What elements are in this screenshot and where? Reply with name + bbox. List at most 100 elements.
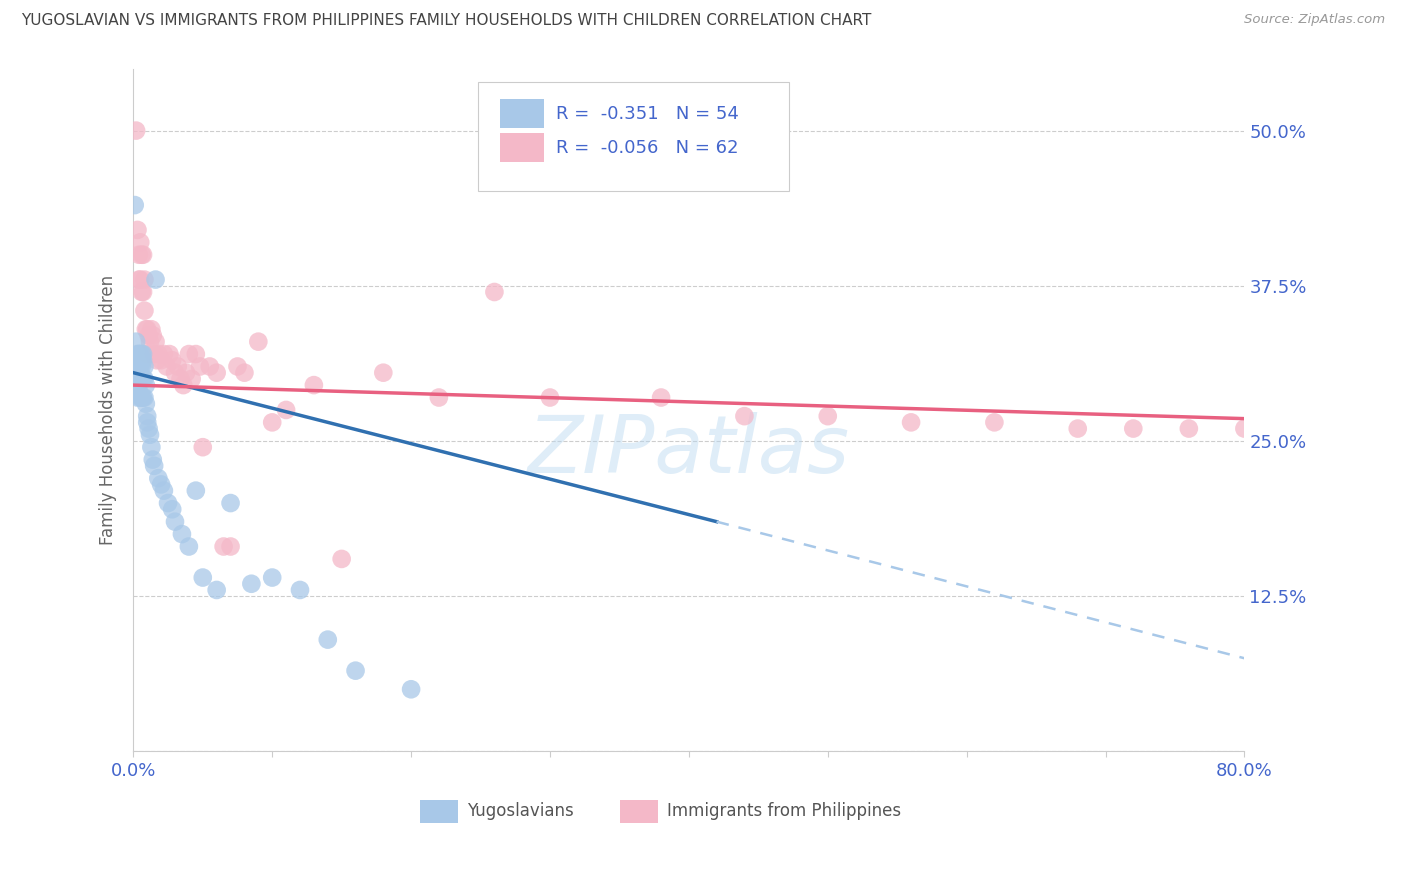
Point xyxy=(128,384,150,399)
Point xyxy=(136,415,159,429)
Point xyxy=(129,391,152,405)
Point xyxy=(131,248,153,262)
Point xyxy=(163,515,186,529)
Point xyxy=(205,366,228,380)
Point xyxy=(538,391,561,405)
Point xyxy=(274,403,297,417)
Point xyxy=(150,477,173,491)
Point xyxy=(131,391,153,405)
Point xyxy=(983,415,1005,429)
Point xyxy=(128,347,150,361)
Point xyxy=(180,372,202,386)
Text: R =  -0.056   N = 62: R = -0.056 N = 62 xyxy=(555,139,738,157)
Point xyxy=(146,353,169,368)
Point xyxy=(129,235,152,250)
Point xyxy=(233,366,256,380)
Point xyxy=(136,409,159,424)
Point xyxy=(135,322,157,336)
Point xyxy=(262,570,284,584)
Point xyxy=(132,353,155,368)
Point xyxy=(219,540,242,554)
Point xyxy=(142,328,165,343)
Point xyxy=(156,359,179,374)
Point xyxy=(650,391,672,405)
Text: R =  -0.351   N = 54: R = -0.351 N = 54 xyxy=(555,104,738,122)
Point xyxy=(135,378,157,392)
FancyBboxPatch shape xyxy=(420,800,458,823)
Point xyxy=(177,540,200,554)
Point xyxy=(184,483,207,498)
Point xyxy=(212,540,235,554)
FancyBboxPatch shape xyxy=(478,82,789,192)
Point xyxy=(127,391,149,405)
Point xyxy=(134,372,156,386)
Text: ZIPatlas: ZIPatlas xyxy=(527,412,851,490)
Point xyxy=(205,582,228,597)
Point xyxy=(1067,421,1090,435)
Point xyxy=(131,285,153,299)
Point xyxy=(138,328,160,343)
Point xyxy=(142,452,165,467)
Point xyxy=(177,347,200,361)
Point xyxy=(124,198,146,212)
Point xyxy=(129,347,152,361)
Point xyxy=(128,248,150,262)
Point xyxy=(145,272,167,286)
Point xyxy=(143,347,166,361)
Point xyxy=(316,632,339,647)
Point xyxy=(262,415,284,429)
Point xyxy=(125,384,148,399)
Point xyxy=(135,397,157,411)
Point xyxy=(191,440,214,454)
Point xyxy=(166,359,188,374)
Point xyxy=(148,347,170,361)
Point xyxy=(134,359,156,374)
Point xyxy=(125,372,148,386)
Point xyxy=(157,496,180,510)
Point xyxy=(141,322,163,336)
Text: Immigrants from Philippines: Immigrants from Philippines xyxy=(666,803,901,821)
Point xyxy=(344,664,367,678)
Point xyxy=(128,359,150,374)
Point xyxy=(302,378,325,392)
Point xyxy=(219,496,242,510)
Point xyxy=(172,378,194,392)
Point xyxy=(129,272,152,286)
Point xyxy=(399,682,422,697)
Point xyxy=(733,409,755,424)
FancyBboxPatch shape xyxy=(620,800,658,823)
Point xyxy=(150,353,173,368)
Point xyxy=(188,359,211,374)
Point xyxy=(128,272,150,286)
Point xyxy=(153,347,176,361)
Point xyxy=(484,285,506,299)
Point xyxy=(129,372,152,386)
Point xyxy=(191,570,214,584)
Point xyxy=(247,334,270,349)
Point xyxy=(900,415,922,429)
Text: Yugoslavians: Yugoslavians xyxy=(467,803,574,821)
Point xyxy=(198,359,221,374)
Point xyxy=(132,372,155,386)
Point xyxy=(145,334,167,349)
Point xyxy=(240,576,263,591)
Point xyxy=(169,372,191,386)
Point xyxy=(141,440,163,454)
Point xyxy=(127,372,149,386)
Point xyxy=(131,353,153,368)
Point xyxy=(131,359,153,374)
Point xyxy=(1233,421,1256,435)
FancyBboxPatch shape xyxy=(501,99,544,128)
Point xyxy=(134,272,156,286)
Point xyxy=(163,366,186,380)
Point xyxy=(131,347,153,361)
Point xyxy=(373,366,395,380)
Point xyxy=(127,347,149,361)
Point xyxy=(125,334,148,349)
Point xyxy=(125,123,148,137)
Point xyxy=(138,421,160,435)
Point xyxy=(160,353,183,368)
Point xyxy=(132,347,155,361)
Text: Source: ZipAtlas.com: Source: ZipAtlas.com xyxy=(1244,13,1385,27)
Point xyxy=(427,391,450,405)
